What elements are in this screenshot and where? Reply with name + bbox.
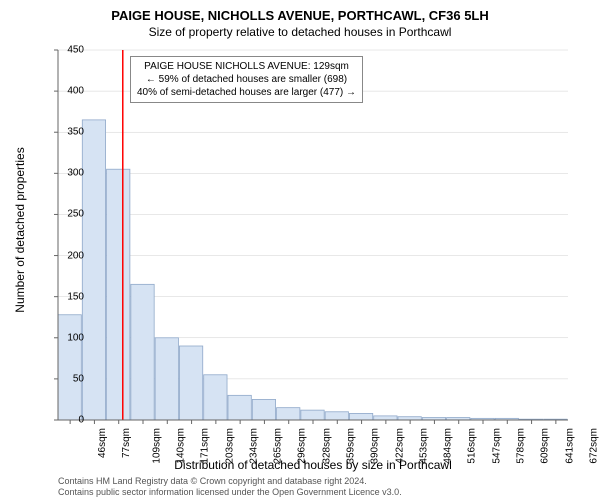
property-info-box: PAIGE HOUSE NICHOLLS AVENUE: 129sqm ← 59…	[130, 56, 363, 103]
y-tick: 350	[44, 127, 84, 138]
info-line-3: 40% of semi-detached houses are larger (…	[137, 86, 356, 99]
y-tick: 100	[44, 332, 84, 343]
footer-attribution: Contains HM Land Registry data © Crown c…	[58, 476, 402, 498]
x-axis-label: Distribution of detached houses by size …	[58, 458, 568, 472]
chart-area	[58, 50, 568, 420]
y-tick: 0	[44, 415, 84, 426]
info-line-2: ← 59% of detached houses are smaller (69…	[137, 73, 356, 86]
footer-line-2: Contains public sector information licen…	[58, 487, 402, 498]
y-tick: 250	[44, 209, 84, 220]
y-tick: 300	[44, 168, 84, 179]
chart-title: PAIGE HOUSE, NICHOLLS AVENUE, PORTHCAWL,…	[0, 0, 600, 23]
x-tick: 46sqm	[97, 428, 108, 458]
y-tick: 200	[44, 250, 84, 261]
chart-container: PAIGE HOUSE, NICHOLLS AVENUE, PORTHCAWL,…	[0, 0, 600, 500]
footer-line-1: Contains HM Land Registry data © Crown c…	[58, 476, 402, 487]
x-tick: 672sqm	[588, 428, 599, 464]
y-tick: 400	[44, 86, 84, 97]
y-axis-label: Number of detached properties	[13, 130, 27, 330]
y-tick: 450	[44, 45, 84, 56]
y-tick: 150	[44, 291, 84, 302]
y-tick: 50	[44, 373, 84, 384]
x-tick: 77sqm	[121, 428, 132, 458]
histogram-plot	[58, 50, 568, 420]
info-line-1: PAIGE HOUSE NICHOLLS AVENUE: 129sqm	[137, 60, 356, 73]
chart-subtitle: Size of property relative to detached ho…	[0, 23, 600, 39]
